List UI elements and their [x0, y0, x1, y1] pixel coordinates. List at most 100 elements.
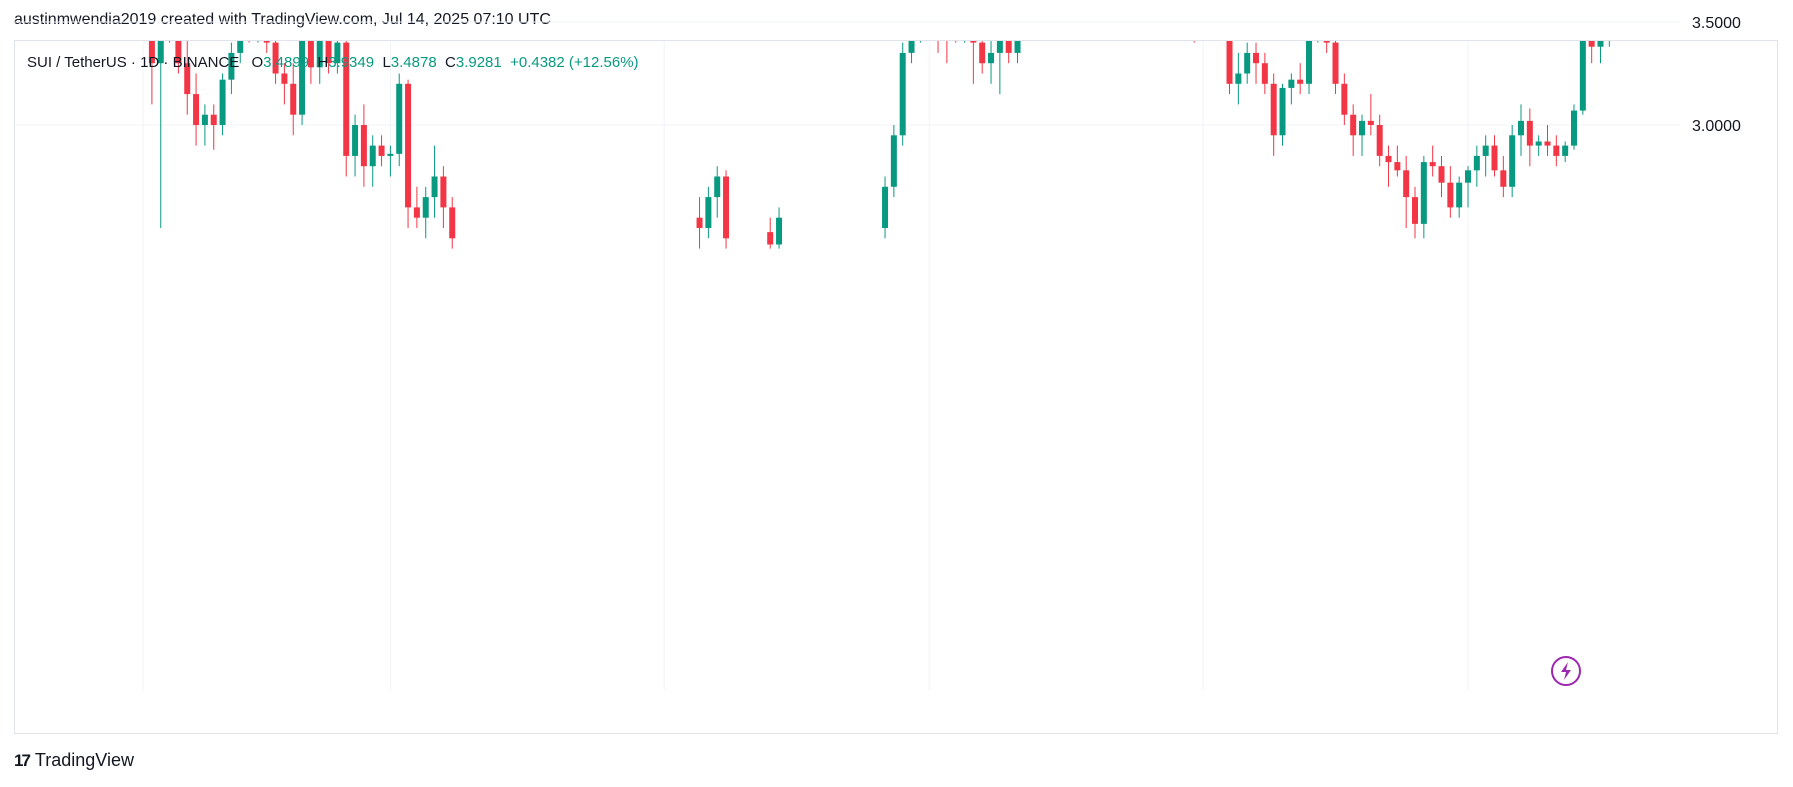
candle-body[interactable]: [352, 125, 359, 156]
candle-body[interactable]: [387, 153, 394, 156]
candle-body[interactable]: [290, 83, 297, 115]
candle-body[interactable]: [1165, 0, 1171, 1]
candle-body[interactable]: [1226, 12, 1233, 84]
candle-body[interactable]: [723, 176, 730, 239]
candle-body[interactable]: [1579, 22, 1586, 111]
candle-body[interactable]: [1174, 0, 1180, 1]
candle-body[interactable]: [201, 114, 208, 125]
candle-body[interactable]: [1367, 120, 1374, 125]
candle-body[interactable]: [1315, 22, 1321, 32]
candle-body[interactable]: [1597, 26, 1604, 47]
candle-body[interactable]: [148, 0, 155, 64]
candle-body[interactable]: [1526, 120, 1533, 146]
candle-body[interactable]: [1350, 114, 1357, 136]
candle-body[interactable]: [1005, 32, 1012, 53]
candle-body[interactable]: [696, 217, 703, 228]
candle-body[interactable]: [970, 12, 977, 43]
lightning-bolt-icon[interactable]: [1551, 656, 1581, 686]
candle-body[interactable]: [1456, 182, 1463, 208]
candle-body[interactable]: [1509, 135, 1516, 187]
candle-body[interactable]: [953, 22, 959, 26]
candle-body[interactable]: [325, 32, 332, 64]
candle-body[interactable]: [440, 176, 447, 208]
candle-body[interactable]: [1473, 155, 1480, 171]
candle-body[interactable]: [1403, 170, 1410, 198]
candle-body[interactable]: [899, 52, 906, 136]
candle-body[interactable]: [184, 63, 191, 95]
candle-body[interactable]: [343, 42, 350, 156]
candle-body[interactable]: [1518, 120, 1525, 136]
candle-body[interactable]: [776, 217, 783, 245]
candle-body[interactable]: [237, 12, 244, 53]
candle-body[interactable]: [1420, 162, 1427, 224]
candle-body[interactable]: [1588, 22, 1595, 47]
candle-body[interactable]: [1332, 42, 1339, 84]
candle-body[interactable]: [360, 125, 367, 167]
candle-body[interactable]: [1191, 0, 1197, 22]
candle-body[interactable]: [1447, 182, 1454, 208]
candle-body[interactable]: [908, 22, 915, 53]
tradingview-logo[interactable]: 17 TradingView: [14, 750, 134, 771]
candle-body[interactable]: [422, 197, 429, 218]
candle-body[interactable]: [219, 79, 226, 125]
candle-body[interactable]: [988, 52, 995, 64]
candle-body[interactable]: [307, 32, 314, 68]
candle-body[interactable]: [996, 32, 1003, 53]
candle-body[interactable]: [1535, 141, 1542, 146]
candle-body[interactable]: [281, 73, 288, 84]
candle-body[interactable]: [1288, 79, 1295, 88]
candle-body[interactable]: [1279, 87, 1286, 136]
candle-body[interactable]: [1323, 22, 1330, 43]
candle-body[interactable]: [449, 207, 456, 239]
candle-body[interactable]: [157, 0, 164, 64]
candle-body[interactable]: [396, 83, 403, 154]
candle-body[interactable]: [714, 176, 721, 198]
candle-body[interactable]: [1218, 0, 1224, 12]
candle-body[interactable]: [917, 12, 923, 22]
candle-body[interactable]: [1270, 83, 1277, 136]
candle-body[interactable]: [1014, 0, 1021, 53]
candle-body[interactable]: [1306, 32, 1313, 84]
candle-body[interactable]: [228, 52, 235, 80]
candle-body[interactable]: [193, 94, 200, 125]
candle-body[interactable]: [979, 42, 986, 64]
candle-body[interactable]: [1209, 0, 1215, 1]
candle-body[interactable]: [369, 145, 376, 167]
candle-body[interactable]: [1553, 145, 1560, 156]
candle-body[interactable]: [1297, 79, 1304, 84]
candle-body[interactable]: [431, 176, 438, 198]
candle-body[interactable]: [272, 42, 279, 74]
candle-body[interactable]: [1571, 110, 1578, 146]
candle-body[interactable]: [1261, 63, 1268, 84]
candle-body[interactable]: [255, 22, 261, 32]
candle-body[interactable]: [935, 12, 941, 18]
candle-body[interactable]: [167, 0, 173, 1]
candle-body[interactable]: [705, 197, 712, 228]
candle-body[interactable]: [767, 232, 774, 245]
candle-body[interactable]: [1562, 145, 1569, 156]
candle-body[interactable]: [405, 83, 412, 208]
candle-body[interactable]: [175, 1, 182, 64]
candle-body[interactable]: [1200, 1, 1206, 22]
candle-body[interactable]: [1615, 0, 1621, 24]
candle-body[interactable]: [299, 32, 306, 115]
candle-body[interactable]: [413, 207, 420, 218]
candle-body[interactable]: [1244, 52, 1251, 74]
candle-body[interactable]: [1544, 141, 1551, 146]
candle-body[interactable]: [1429, 162, 1436, 167]
candle-body[interactable]: [944, 18, 950, 22]
candle-body[interactable]: [1253, 52, 1260, 64]
candle-body[interactable]: [962, 12, 968, 26]
candle-body[interactable]: [1500, 170, 1507, 187]
candle-body[interactable]: [1482, 145, 1489, 156]
candle-body[interactable]: [1394, 162, 1401, 171]
candle-body[interactable]: [1235, 73, 1242, 84]
candlestick-chart[interactable]: 1.1275 (28.95%) 115.50004.50004.00003.50…: [0, 0, 1793, 700]
candle-body[interactable]: [1606, 24, 1612, 26]
candle-body[interactable]: [210, 114, 217, 125]
candle-body[interactable]: [378, 145, 385, 156]
candle-body[interactable]: [890, 135, 897, 187]
candle-body[interactable]: [1359, 120, 1366, 136]
candle-body[interactable]: [882, 186, 889, 228]
candle-body[interactable]: [1341, 83, 1348, 115]
